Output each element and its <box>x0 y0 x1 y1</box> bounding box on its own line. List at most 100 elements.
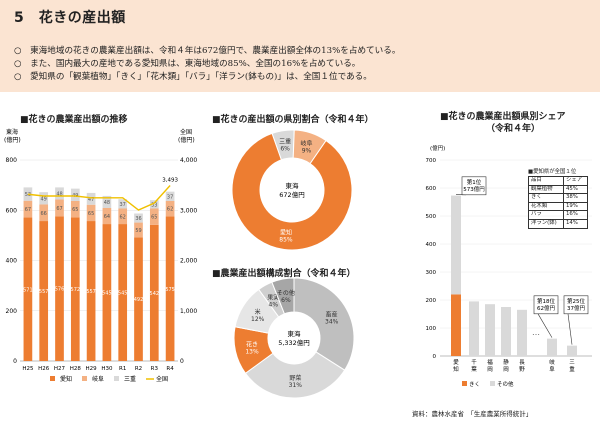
trend-bar <box>149 200 159 209</box>
trend-line-label: 3,493 <box>162 177 178 183</box>
trend-bar <box>86 192 96 205</box>
trend-bar <box>102 207 112 225</box>
trend-legend-swatch <box>82 376 87 381</box>
trend-bar-label: 65 <box>72 207 78 213</box>
trend-bar <box>70 200 80 218</box>
share-ytick-label: 700 <box>426 158 437 164</box>
share-ytick-label: 600 <box>426 186 437 192</box>
trend-bar-label: 545 <box>118 291 128 297</box>
trend-legend-label: 岐阜 <box>92 375 104 383</box>
share-xtick-label: 岡 <box>503 366 509 373</box>
share-bar <box>501 307 511 356</box>
trend-bar-label: 557 <box>39 289 49 295</box>
trend-ytick-label: 200 <box>6 308 18 315</box>
share-xtick-label: 重 <box>569 365 575 373</box>
comp-slice-pct: 13% <box>245 348 259 355</box>
trend-bar-label: 64 <box>104 214 110 220</box>
share-xtick-label: 静 <box>503 358 509 366</box>
comp-slice-pct: 31% <box>289 382 303 389</box>
pref-center-title: 東海 <box>286 181 300 190</box>
trend-legend-swatch <box>50 376 55 381</box>
trend-legend-swatch <box>114 376 119 381</box>
trend-xtick-label: H25 <box>22 366 34 372</box>
share-bar <box>547 338 557 356</box>
share-legend-swatch <box>462 381 467 386</box>
trend-bar <box>55 187 64 200</box>
trend-bar-label: 571 <box>23 287 33 293</box>
trend-bar-label: 49 <box>41 196 47 202</box>
trend-xtick-label: H28 <box>70 366 82 372</box>
share-ytick-label: 400 <box>426 242 437 248</box>
share-legend-label: その他 <box>497 380 514 388</box>
share-bar <box>469 301 479 356</box>
share-xtick-label: 愛 <box>453 358 459 366</box>
trend-legend-label: 三重 <box>124 375 136 383</box>
share-callout-pointer <box>567 313 573 345</box>
trend-y2tick-label: 3,000 <box>180 207 197 214</box>
trend-bar <box>86 204 96 222</box>
rank-item-1: 観葉植物 <box>528 184 564 195</box>
trend-bar <box>102 195 112 208</box>
share-callout-text: 第25位 <box>567 297 585 305</box>
comp-slice-label: 米 <box>255 308 261 316</box>
trend-bar-label: 59 <box>135 228 141 234</box>
share-callout-text: 第1位 <box>467 178 482 186</box>
trend-bar <box>165 216 175 361</box>
trend-right-axis-label: 全国 <box>180 128 192 136</box>
rank-share-4: 16% <box>562 210 589 220</box>
trend-bar <box>118 208 128 225</box>
comp-slice-label: 畜産 <box>326 310 338 318</box>
share-xtick-label: 阜 <box>549 365 555 373</box>
header-banner: 5 花きの産出額 ○ 東海地域の花きの農業産出額は、令和４年は672億円で、農業… <box>0 0 600 92</box>
national-share-subtitle: （令和４年） <box>486 124 541 134</box>
share-xtick-label: 福 <box>487 358 493 366</box>
share-ytick-label: 0 <box>433 354 437 360</box>
trend-bar-label: 575 <box>165 287 175 293</box>
trend-xtick-label: H26 <box>38 366 50 372</box>
pref-share-title: ■花きの産出額の県別割合（令和４年） <box>212 115 374 125</box>
trend-bar <box>55 216 64 361</box>
trend-xtick-label: R1 <box>119 366 126 372</box>
trend-xtick-label: H29 <box>86 366 98 372</box>
trend-bar-label: 65 <box>88 211 94 217</box>
trend-bar-label: 67 <box>56 206 62 212</box>
trend-bar-label: 62 <box>120 214 126 220</box>
trend-bar-label: 48 <box>104 200 110 206</box>
bullet-1: ○ 東海地域の花きの農業産出額は、令和４年は672億円で、農業産出額全体の13%… <box>14 46 401 56</box>
share-callout-text: 573億円 <box>463 185 485 193</box>
trend-legend-label: 愛知 <box>60 375 72 383</box>
comp-slice-pct: 6% <box>281 297 291 304</box>
share-callout-box <box>563 295 589 315</box>
share-callout-text: 第18位 <box>537 297 555 305</box>
trend-left-axis-unit: (億円) <box>4 136 21 144</box>
share-callout-box <box>533 295 559 315</box>
share-callout-pointer <box>537 313 553 338</box>
trend-legend-label: 全国 <box>156 375 168 383</box>
pref-slice-label: 愛知 <box>280 229 292 237</box>
rank-share-3: 19% <box>562 201 589 212</box>
trend-ytick-label: 0 <box>13 358 17 365</box>
trend-bar-label: 37 <box>167 194 173 200</box>
trend-bar <box>23 217 33 361</box>
trend-bar <box>23 200 33 218</box>
share-bar <box>567 345 577 356</box>
rank-table-header-item: 品目 <box>528 176 564 186</box>
national-share-title: ■花きの農業産出額県別シェア <box>440 112 566 122</box>
source-note: 資料：農林水産省 「生産農業所得統計」 <box>412 410 533 418</box>
trend-bar-label: 37 <box>120 202 126 208</box>
pref-slice-label: 岐阜 <box>300 139 312 147</box>
trend-xtick-label: R2 <box>135 366 142 372</box>
trend-bar-label: 53 <box>25 192 31 198</box>
share-ytick-label: 100 <box>426 326 437 332</box>
trend-bar <box>39 192 49 205</box>
rank-share-2: 38% <box>562 193 589 203</box>
trend-bar <box>134 213 143 223</box>
trend-bar <box>165 200 175 217</box>
rank-item-3: 花木類 <box>528 201 564 212</box>
pref-slice-label: 三重 <box>279 138 291 146</box>
trend-bar-label: 33 <box>151 202 157 208</box>
share-legend-swatch <box>490 381 495 386</box>
trend-xtick-label: H27 <box>54 366 66 372</box>
